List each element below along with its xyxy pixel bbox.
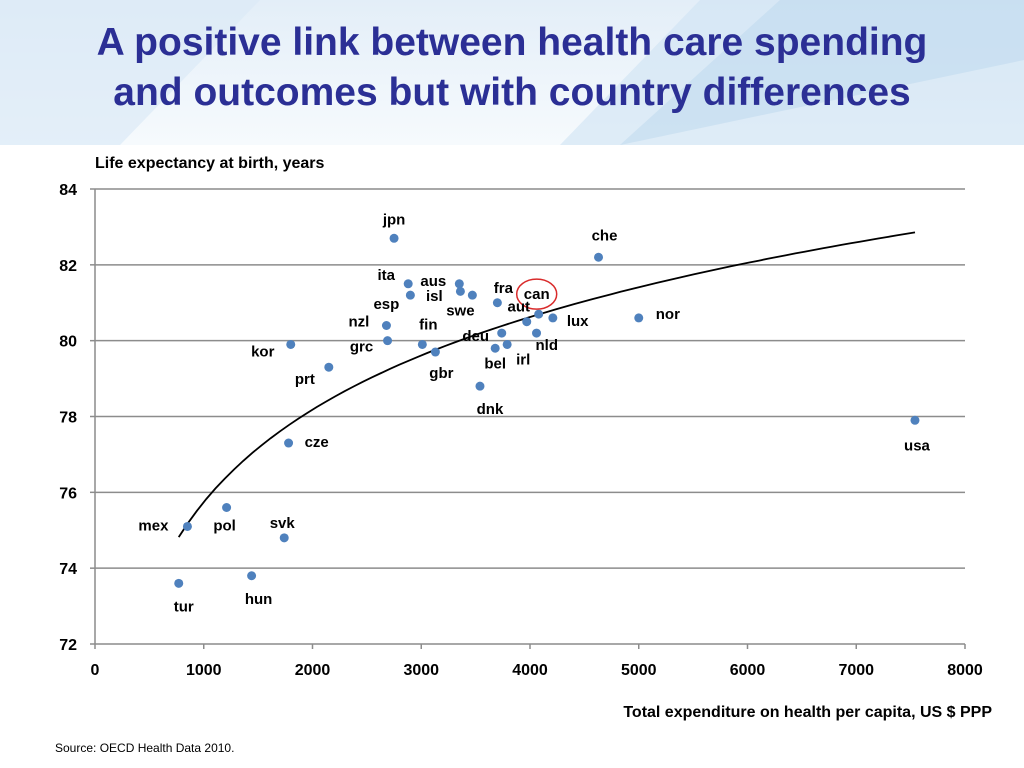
label-jpn: jpn bbox=[382, 211, 406, 228]
point-hun bbox=[247, 571, 257, 581]
point-che bbox=[594, 252, 604, 262]
label-prt: prt bbox=[295, 371, 315, 388]
point-jpn bbox=[389, 233, 399, 243]
point-nzl bbox=[381, 321, 391, 330]
label-cze: cze bbox=[305, 434, 329, 451]
y-tick-label: 78 bbox=[59, 410, 77, 427]
y-tick-label: 74 bbox=[59, 561, 77, 578]
label-gbr: gbr bbox=[429, 365, 453, 382]
y-tick-label: 80 bbox=[59, 334, 77, 351]
point-deu bbox=[497, 328, 507, 338]
point-grc bbox=[383, 336, 393, 346]
x-tick-label: 0 bbox=[91, 662, 100, 679]
x-tick-label: 8000 bbox=[947, 662, 983, 679]
label-aut: aut bbox=[507, 299, 530, 316]
y-tick-labels: 72 74 76 78 80 82 84 bbox=[59, 182, 77, 654]
x-tick-label: 4000 bbox=[512, 662, 548, 679]
point-irl bbox=[502, 339, 512, 349]
highlight-ring bbox=[515, 278, 558, 310]
data-points bbox=[174, 233, 920, 588]
point-can bbox=[534, 309, 544, 319]
point-kor bbox=[286, 339, 296, 349]
label-fin: fin bbox=[419, 316, 437, 333]
y-axis-label: Life expectancy at birth, years bbox=[95, 155, 325, 172]
point-ita bbox=[403, 279, 413, 289]
x-tick-label: 6000 bbox=[730, 662, 766, 679]
point-bel bbox=[490, 343, 500, 353]
point-cze bbox=[284, 438, 294, 448]
slide-title-line-2: and outcomes but with country difference… bbox=[113, 71, 911, 114]
label-fra: fra bbox=[494, 280, 514, 297]
slide-title: A positive link between health care spen… bbox=[0, 18, 1024, 118]
header-banner bbox=[0, 0, 1024, 145]
label-irl: irl bbox=[516, 351, 530, 368]
label-swe: swe bbox=[446, 302, 474, 319]
trend-curve bbox=[177, 231, 916, 538]
point-svk bbox=[279, 533, 289, 543]
x-tick-label: 5000 bbox=[621, 662, 657, 679]
label-aus: aus bbox=[420, 273, 446, 290]
x-tick-label: 7000 bbox=[838, 662, 874, 679]
point-mex bbox=[182, 521, 192, 531]
point-tur bbox=[174, 578, 184, 588]
banner-decoration bbox=[0, 0, 1024, 145]
label-svk: svk bbox=[270, 515, 296, 532]
point-fin bbox=[417, 339, 427, 349]
x-tick-label: 3000 bbox=[403, 662, 439, 679]
x-tick-labels: 0 1000 2000 3000 4000 5000 6000 7000 8000 bbox=[91, 662, 983, 679]
y-tick-label: 84 bbox=[59, 182, 77, 199]
label-nor: nor bbox=[656, 306, 680, 323]
slide-title-line-1: A positive link between health care spen… bbox=[96, 21, 928, 64]
point-aus bbox=[454, 279, 464, 289]
label-can: can bbox=[524, 286, 550, 303]
point-isl bbox=[467, 290, 477, 300]
x-tick-label: 2000 bbox=[295, 662, 331, 679]
label-che: che bbox=[592, 227, 618, 244]
label-ita: ita bbox=[377, 267, 395, 284]
point-nld bbox=[532, 328, 542, 338]
point-lux bbox=[548, 313, 558, 323]
label-nld: nld bbox=[536, 337, 559, 354]
y-tick-label: 72 bbox=[59, 637, 77, 654]
x-axis-label: Total expenditure on health per capita, … bbox=[623, 704, 992, 721]
point-gbr bbox=[430, 347, 440, 357]
label-nzl: nzl bbox=[348, 314, 369, 331]
label-kor: kor bbox=[251, 343, 275, 360]
axes bbox=[90, 188, 966, 649]
label-lux: lux bbox=[567, 313, 589, 330]
label-tur: tur bbox=[174, 598, 194, 615]
label-bel: bel bbox=[484, 355, 506, 372]
point-esp bbox=[405, 290, 415, 300]
point-nor bbox=[634, 313, 644, 323]
label-usa: usa bbox=[904, 437, 931, 454]
x-tick-label: 1000 bbox=[186, 662, 222, 679]
point-prt bbox=[324, 362, 334, 372]
label-mex: mex bbox=[138, 517, 169, 534]
y-tick-label: 76 bbox=[59, 485, 77, 502]
source-note: Source: OECD Health Data 2010. bbox=[55, 741, 235, 755]
label-isl: isl bbox=[426, 288, 443, 305]
label-grc: grc bbox=[350, 339, 373, 356]
label-hun: hun bbox=[245, 591, 273, 608]
label-deu: deu bbox=[462, 328, 489, 345]
label-pol: pol bbox=[213, 518, 236, 535]
label-esp: esp bbox=[373, 296, 399, 313]
point-pol bbox=[222, 503, 232, 512]
point-aut bbox=[522, 317, 532, 327]
y-tick-label: 82 bbox=[59, 258, 77, 275]
point-dnk bbox=[475, 381, 485, 391]
point-fra bbox=[492, 298, 502, 308]
point-swe bbox=[455, 286, 465, 296]
trend-line bbox=[177, 231, 916, 538]
grid-lines bbox=[95, 188, 965, 569]
label-dnk: dnk bbox=[477, 401, 504, 418]
point-usa bbox=[910, 415, 920, 425]
